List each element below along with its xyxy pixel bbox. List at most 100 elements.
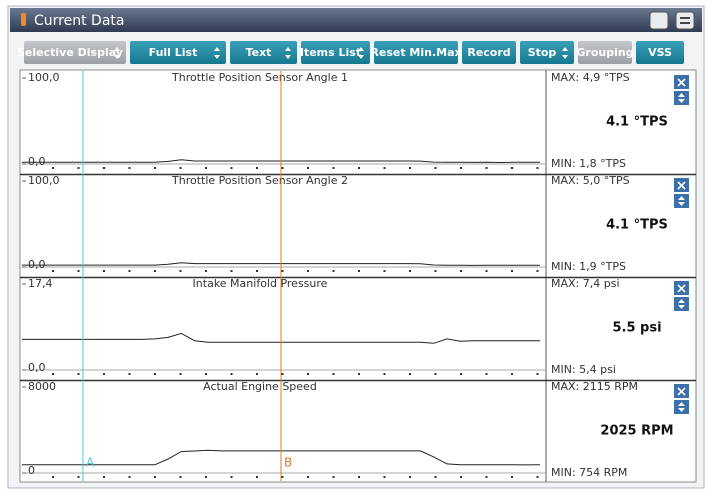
current-value: 5.5 psi xyxy=(612,321,661,336)
move-icon xyxy=(678,93,685,103)
close-graph-button[interactable] xyxy=(674,384,689,398)
toolbar-button[interactable]: Full List xyxy=(130,41,226,64)
button-face xyxy=(674,297,689,311)
baseline-dot xyxy=(307,373,309,375)
move-graph-button[interactable] xyxy=(674,194,689,208)
baseline-dot xyxy=(154,167,156,169)
button-label: Stop xyxy=(528,46,557,59)
baseline-dot xyxy=(128,167,131,169)
baseline-dot xyxy=(383,476,386,478)
max-value: MAX: 2115 RPM xyxy=(551,380,638,393)
baseline-dot xyxy=(409,270,411,272)
button-label: Full List xyxy=(149,46,198,59)
baseline-dot xyxy=(179,167,182,169)
baseline-dot xyxy=(460,373,462,375)
close-graph-button[interactable] xyxy=(674,281,689,295)
move-graph-button[interactable] xyxy=(674,91,689,105)
baseline-dot xyxy=(434,270,437,272)
baseline-dot xyxy=(485,167,488,169)
baseline-dot xyxy=(409,476,411,478)
menu-button[interactable] xyxy=(675,11,695,30)
baseline-dot xyxy=(103,270,105,272)
move-graph-button[interactable] xyxy=(674,400,689,414)
baseline-dot xyxy=(77,270,80,272)
retry-button[interactable] xyxy=(649,11,669,30)
button-face xyxy=(130,41,226,64)
baseline-dot xyxy=(434,373,437,375)
button-label: Selective Display xyxy=(17,46,123,59)
baseline-dot xyxy=(332,270,335,272)
baseline-dot xyxy=(77,476,80,478)
baseline-dot xyxy=(332,476,335,478)
button-face xyxy=(230,41,297,64)
min-value: MIN: 5,4 psi xyxy=(551,363,616,376)
move-icon xyxy=(678,196,685,206)
toolbar-button[interactable]: Record xyxy=(462,41,516,64)
toolbar-button[interactable]: Items List xyxy=(300,41,370,64)
baseline-dot xyxy=(256,167,258,169)
button-face xyxy=(520,41,574,64)
baseline-dot xyxy=(332,373,335,375)
move-graph-button[interactable] xyxy=(674,297,689,311)
y-tick-label: 100,0 xyxy=(28,71,60,84)
max-value: MAX: 5,0 °TPS xyxy=(551,174,630,187)
baseline-dot xyxy=(511,167,513,169)
toolbar-button[interactable]: Selective Display xyxy=(17,41,126,64)
baseline-dot xyxy=(434,476,437,478)
button-label: Reset Min.Max xyxy=(370,46,461,59)
baseline-dot xyxy=(485,373,488,375)
baseline-dot xyxy=(358,476,360,478)
baseline-dot xyxy=(154,373,156,375)
baseline-dot xyxy=(52,373,54,375)
button-face xyxy=(374,41,458,64)
y-tick-label: 0,0 xyxy=(28,258,46,271)
baseline-dot xyxy=(281,476,284,478)
button-face xyxy=(636,41,684,64)
baseline-dot xyxy=(281,167,284,169)
button-label: Record xyxy=(467,46,510,59)
baseline-dot xyxy=(205,270,207,272)
close-icon xyxy=(677,78,686,87)
baseline-dot xyxy=(52,476,54,478)
toolbar-button[interactable]: Reset Min.Max xyxy=(370,41,462,64)
graph-area xyxy=(19,69,697,483)
dropdown-arrow xyxy=(562,47,568,59)
baseline-dot xyxy=(536,270,539,272)
baseline-dot xyxy=(511,270,513,272)
window-title: Current Data xyxy=(34,13,124,29)
baseline-dot xyxy=(230,167,233,169)
close-graph-button[interactable] xyxy=(674,178,689,192)
button-face xyxy=(24,41,126,64)
baseline-dot xyxy=(205,167,207,169)
baseline-dot xyxy=(230,270,233,272)
y-tick-label: 0,0 xyxy=(28,155,46,168)
button-label: Grouping xyxy=(576,46,633,59)
button-face xyxy=(462,41,516,64)
baseline-dot xyxy=(281,270,284,272)
baseline-dot xyxy=(52,167,54,169)
baseline-dot xyxy=(179,373,182,375)
max-value: MAX: 4,9 °TPS xyxy=(551,71,630,84)
baseline-dot xyxy=(383,373,386,375)
baseline-dot xyxy=(485,270,488,272)
baseline-dot xyxy=(460,270,462,272)
baseline-dot xyxy=(205,373,207,375)
baseline-dot xyxy=(485,476,488,478)
baseline-dot xyxy=(128,270,131,272)
baseline-dot xyxy=(409,373,411,375)
max-value: MAX: 7,4 psi xyxy=(551,277,620,290)
toolbar-button[interactable]: Grouping xyxy=(576,41,634,64)
button-face xyxy=(301,41,370,64)
toolbar-button[interactable]: VSS xyxy=(636,41,684,64)
button-face xyxy=(674,194,689,208)
y-tick-label: 0 xyxy=(28,464,35,477)
baseline-dot xyxy=(52,270,54,272)
graph-title: Intake Manifold Pressure xyxy=(193,277,328,290)
baseline-dot xyxy=(332,167,335,169)
close-graph-button[interactable] xyxy=(674,75,689,89)
toolbar-button[interactable]: Stop xyxy=(520,41,574,64)
toolbar-button[interactable]: Text xyxy=(230,41,297,64)
dropdown-arrow xyxy=(358,47,364,59)
baseline-dot xyxy=(256,373,258,375)
min-value: MIN: 1,8 °TPS xyxy=(551,157,626,170)
